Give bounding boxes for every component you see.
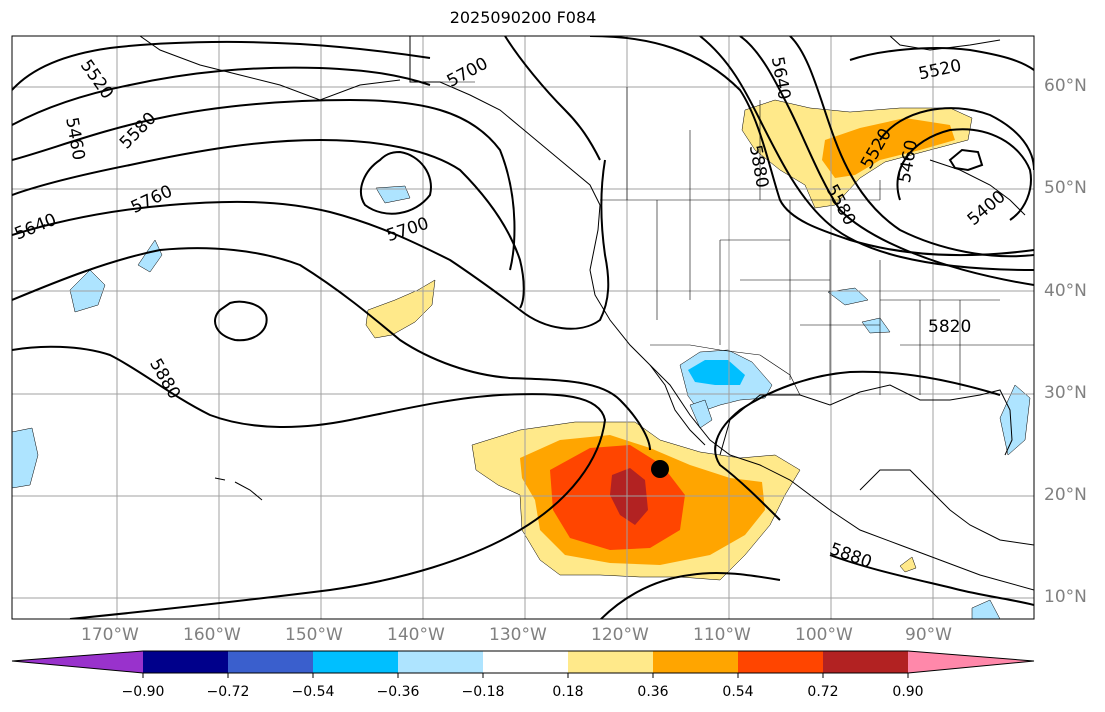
colorbar-extend-high bbox=[908, 651, 1034, 673]
lat-label-50n: 50°N bbox=[1044, 178, 1087, 198]
colorbar-tick-label: 0.18 bbox=[552, 684, 584, 700]
borders bbox=[409, 36, 1034, 396]
colorbar-tick-label: −0.36 bbox=[376, 684, 420, 700]
colorbar-segment bbox=[568, 651, 653, 673]
colorbar-tick-label: 0.72 bbox=[807, 684, 839, 700]
map-frame bbox=[11, 35, 1035, 620]
colorbar-segment bbox=[738, 651, 823, 673]
colorbar-segment bbox=[398, 651, 483, 673]
colorbar-segment bbox=[228, 651, 313, 673]
lon-label-170w: 170°W bbox=[81, 625, 139, 645]
canada-anomaly-orange bbox=[822, 118, 955, 178]
lat-label-60n: 60°N bbox=[1044, 76, 1087, 96]
colorbar-segment bbox=[823, 651, 908, 673]
map-title: 2025090200 F084 bbox=[449, 8, 597, 27]
height-contours bbox=[12, 36, 1034, 619]
colorbar bbox=[11, 650, 1035, 678]
contour-label: 5820 bbox=[928, 317, 971, 337]
lat-label-40n: 40°N bbox=[1044, 281, 1087, 301]
pacific-blue-3 bbox=[375, 185, 411, 204]
colorbar-tick-label: −0.90 bbox=[121, 684, 165, 700]
lon-label-130w: 130°W bbox=[489, 625, 547, 645]
colorbar-tick-label: 0.54 bbox=[722, 684, 754, 700]
lon-label-140w: 140°W bbox=[387, 625, 445, 645]
lon-label-90w: 90°W bbox=[905, 625, 952, 645]
great-lakes-blue-1 bbox=[827, 287, 869, 306]
colorbar-extend-low bbox=[12, 651, 143, 673]
pacific-blue-4 bbox=[12, 427, 39, 489]
colorbar-segment bbox=[483, 651, 568, 673]
lat-label-10n: 10°N bbox=[1044, 587, 1087, 607]
colorbar-segment bbox=[143, 651, 228, 673]
colorbar-segment bbox=[653, 651, 738, 673]
lon-label-110w: 110°W bbox=[693, 625, 751, 645]
baja-blue bbox=[689, 399, 713, 429]
colorbar-segment bbox=[313, 651, 398, 673]
lon-label-150w: 150°W bbox=[285, 625, 343, 645]
lat-label-30n: 30°N bbox=[1044, 383, 1087, 403]
forecast-point-marker bbox=[651, 460, 669, 478]
lon-label-160w: 160°W bbox=[183, 625, 241, 645]
lon-label-100w: 100°W bbox=[795, 625, 853, 645]
colorbar-tick-label: 0.90 bbox=[892, 684, 924, 700]
caribbean-anomaly-yellow bbox=[899, 556, 917, 573]
lon-label-120w: 120°W bbox=[591, 625, 649, 645]
colorbar-tick-label: 0.36 bbox=[637, 684, 669, 700]
colorbar-tick-label: −0.72 bbox=[206, 684, 250, 700]
pacific-blue-2 bbox=[137, 239, 163, 273]
southwest-anomaly-blue bbox=[688, 360, 745, 385]
lat-label-20n: 20°N bbox=[1044, 485, 1087, 505]
colorbar-tick-label: −0.54 bbox=[291, 684, 335, 700]
atlantic-blue bbox=[971, 599, 1001, 619]
great-lakes-blue-2 bbox=[861, 317, 891, 334]
florida-blue bbox=[999, 384, 1031, 456]
colorbar-tick-label: −0.18 bbox=[461, 684, 505, 700]
